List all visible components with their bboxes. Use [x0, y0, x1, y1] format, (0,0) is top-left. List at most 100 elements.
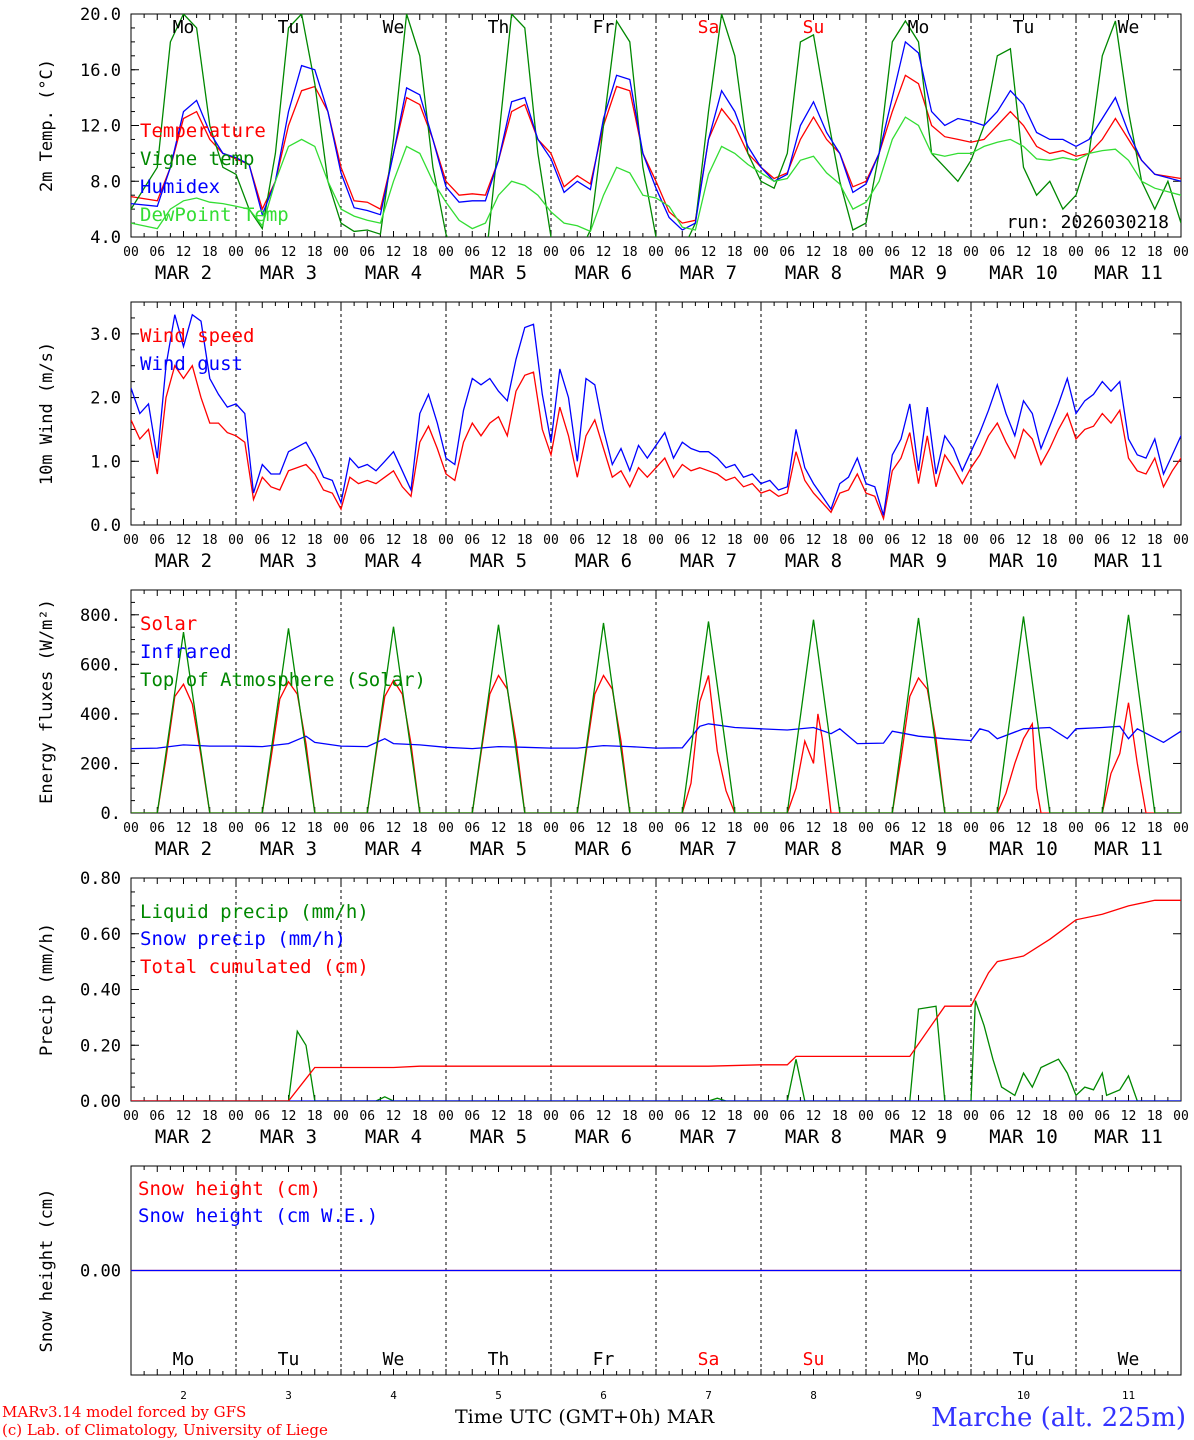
hour-tick-label: 06 — [674, 1109, 690, 1124]
y-tick-label: 800. — [80, 606, 121, 626]
date-label: MAR 5 — [470, 550, 527, 572]
station-label: Marche (alt. 225m) — [931, 1403, 1186, 1433]
hour-tick-label: 06 — [359, 1109, 375, 1124]
y-tick-label: 0.00 — [80, 1262, 121, 1282]
hour-tick-label: 18 — [202, 1109, 218, 1124]
hour-tick-label: 12 — [911, 821, 927, 836]
hour-tick-label: 06 — [464, 1109, 480, 1124]
date-label: MAR 3 — [260, 550, 317, 572]
hour-tick-label: 06 — [989, 245, 1005, 260]
hour-tick-label: 00 — [1173, 821, 1189, 836]
date-label: MAR 7 — [680, 838, 737, 860]
series-line-wind-gust — [131, 313, 1181, 516]
date-label: MAR 4 — [365, 1126, 422, 1148]
hour-tick-label: 12 — [386, 245, 402, 260]
hour-tick-label: 06 — [569, 533, 585, 548]
hour-tick-label: 06 — [989, 1109, 1005, 1124]
hour-tick-label: 12 — [1016, 533, 1032, 548]
hour-tick-label: 12 — [491, 821, 507, 836]
hour-tick-label: 12 — [596, 821, 612, 836]
hour-tick-label: 06 — [884, 1109, 900, 1124]
day-number-label: 3 — [285, 1389, 292, 1400]
hour-tick-label: 12 — [491, 1109, 507, 1124]
hour-tick-label: 00 — [858, 245, 874, 260]
hour-tick-label: 12 — [1121, 533, 1137, 548]
hour-tick-label: 18 — [622, 245, 638, 260]
y-tick-label: 3.0 — [90, 325, 121, 345]
weekday-label: Su — [803, 17, 825, 38]
date-label: MAR 6 — [575, 838, 632, 860]
hour-tick-label: 12 — [1016, 821, 1032, 836]
hour-tick-label: 00 — [228, 533, 244, 548]
legend-wind-gust: Wind gust — [140, 353, 243, 375]
hour-tick-label: 06 — [569, 245, 585, 260]
legend-total-cumulated-cm-: Total cumulated (cm) — [140, 956, 369, 978]
hour-tick-label: 00 — [543, 1109, 559, 1124]
hour-tick-label: 12 — [1121, 245, 1137, 260]
hour-tick-label: 12 — [176, 1109, 192, 1124]
run-label: run: 2026030218 — [1006, 212, 1169, 233]
hour-tick-label: 12 — [806, 245, 822, 260]
hour-tick-label: 12 — [386, 1109, 402, 1124]
hour-tick-label: 06 — [674, 245, 690, 260]
hour-tick-label: 18 — [202, 533, 218, 548]
hour-tick-label: 06 — [464, 821, 480, 836]
hour-tick-label: 06 — [1094, 821, 1110, 836]
hour-tick-label: 12 — [281, 1109, 297, 1124]
hour-tick-label: 06 — [779, 821, 795, 836]
hour-tick-label: 00 — [753, 245, 769, 260]
hour-tick-label: 06 — [149, 1109, 165, 1124]
date-label: MAR 4 — [365, 550, 422, 572]
hour-tick-label: 12 — [176, 821, 192, 836]
hour-tick-label: 00 — [543, 533, 559, 548]
y-axis-title: Snow height (cm) — [37, 1189, 57, 1353]
plot-frame — [130, 589, 1182, 814]
hour-tick-label: 06 — [1094, 533, 1110, 548]
hour-tick-label: 06 — [254, 1109, 270, 1124]
hour-tick-label: 18 — [937, 245, 953, 260]
hour-tick-label: 00 — [333, 533, 349, 548]
panel-precip — [130, 877, 1182, 1102]
date-label: MAR 5 — [470, 262, 527, 284]
y-tick-label: 8.0 — [90, 172, 121, 192]
hour-tick-label: 06 — [779, 533, 795, 548]
hour-tick-label: 00 — [858, 821, 874, 836]
y-axis-title: Energy fluxes (W/m²) — [37, 599, 57, 804]
hour-tick-label: 18 — [622, 533, 638, 548]
y-axis-title: 10m Wind (m/s) — [37, 342, 57, 485]
hour-tick-label: 06 — [674, 533, 690, 548]
hour-tick-label: 18 — [832, 533, 848, 548]
day-number-label: 4 — [390, 1389, 397, 1400]
series-line-infrared — [131, 723, 1181, 750]
time-axis-title: Time UTC (GMT+0h) MAR — [455, 1406, 715, 1428]
hour-tick-label: 12 — [386, 821, 402, 836]
hour-tick-label: 18 — [1147, 245, 1163, 260]
hour-tick-label: 18 — [937, 533, 953, 548]
hour-tick-label: 00 — [228, 245, 244, 260]
weekday-label: We — [383, 1349, 405, 1370]
date-label: MAR 6 — [575, 262, 632, 284]
y-tick-label: 1.0 — [90, 452, 121, 472]
date-label: MAR 11 — [1094, 262, 1163, 284]
weekday-label: We — [1118, 17, 1140, 38]
hour-tick-label: 18 — [1042, 1109, 1058, 1124]
model-credit: MARv3.14 model forced by GFS — [2, 1403, 247, 1421]
date-label: MAR 9 — [890, 1126, 947, 1148]
hour-tick-label: 12 — [806, 821, 822, 836]
hour-tick-label: 18 — [1042, 821, 1058, 836]
panel-wind — [130, 301, 1182, 526]
legend-humidex: Humidex — [140, 176, 220, 198]
hour-tick-label: 06 — [149, 245, 165, 260]
hour-tick-label: 18 — [517, 1109, 533, 1124]
date-label: MAR 9 — [890, 262, 947, 284]
hour-tick-label: 12 — [491, 245, 507, 260]
hour-tick-label: 18 — [1147, 533, 1163, 548]
date-label: MAR 5 — [470, 838, 527, 860]
hour-tick-label: 18 — [727, 1109, 743, 1124]
series-line-total-cumulated-cm- — [131, 899, 1181, 1101]
weekday-label: Fr — [593, 17, 615, 38]
hour-tick-label: 00 — [1068, 245, 1084, 260]
hour-tick-label: 00 — [1173, 245, 1189, 260]
day-number-label: 11 — [1122, 1389, 1135, 1400]
hour-tick-label: 00 — [543, 821, 559, 836]
